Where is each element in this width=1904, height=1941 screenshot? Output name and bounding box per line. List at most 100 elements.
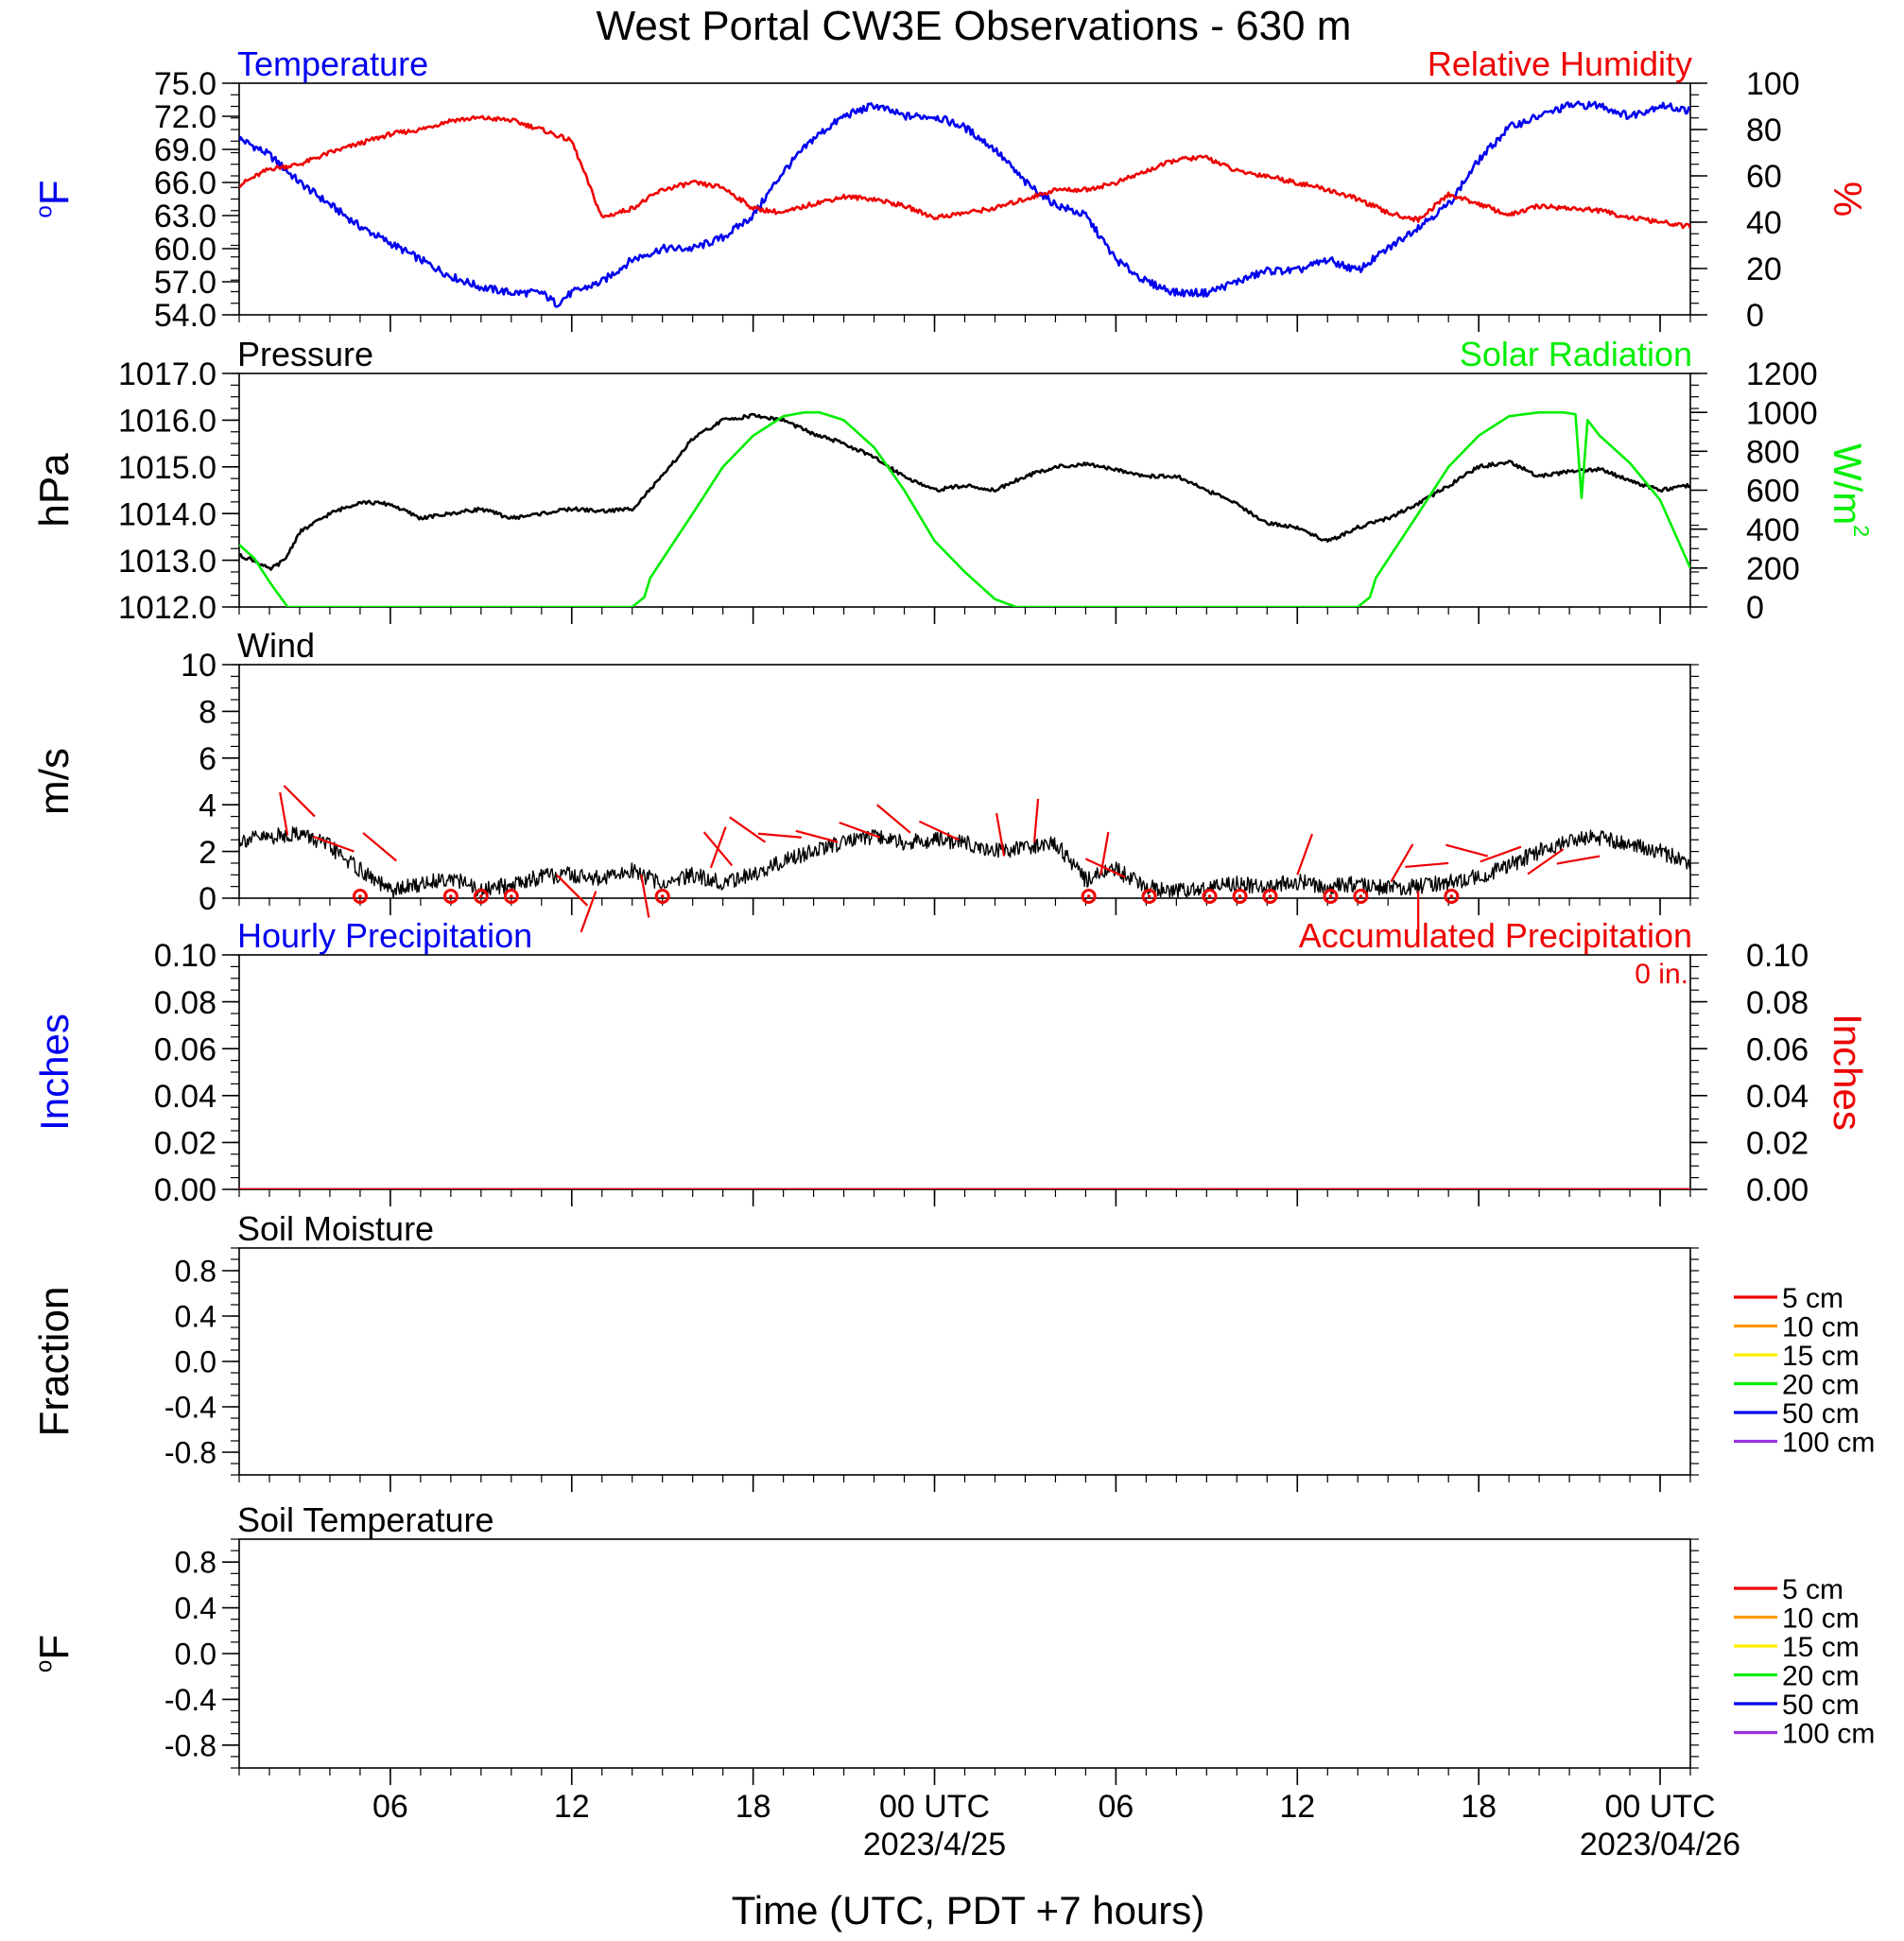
series-temperature: [239, 100, 1690, 308]
calm-wind-marker: [442, 889, 459, 904]
calm-wind-marker: [1353, 889, 1369, 904]
right-tick-label: 0.06: [1746, 1031, 1809, 1067]
right-axis-label-group: %: [1826, 182, 1870, 217]
left-tick-label: 72.0: [154, 99, 216, 135]
legend-entry: 15 cm: [1782, 1341, 1860, 1372]
left-tick-label: 0: [199, 881, 216, 917]
wind-barb: [757, 832, 802, 839]
calm-wind-center: [1207, 894, 1212, 898]
left-tick-label: 4: [199, 788, 216, 823]
left-tick-label: -0.4: [164, 1683, 216, 1717]
wind-barb: [1445, 843, 1489, 858]
right-tick-label: 20: [1746, 251, 1782, 287]
calm-wind-marker: [1232, 889, 1248, 904]
legend-entry: 100 cm: [1782, 1428, 1875, 1459]
left-axis-label-group: m/s: [31, 748, 78, 815]
x-tick-label: 06: [1098, 1789, 1134, 1825]
calm-wind-center: [449, 894, 453, 898]
left-tick-label: 8: [199, 695, 216, 731]
calm-wind-marker: [654, 889, 670, 904]
wind-barb: [640, 875, 650, 918]
wind-barb: [702, 831, 734, 867]
left-tick-label: 0.4: [175, 1300, 216, 1334]
calm-wind-center: [1238, 894, 1242, 898]
x-tick-date: 2023/04/26: [1580, 1827, 1740, 1863]
calm-wind-center: [1449, 894, 1454, 898]
left-tick-label: 1013.0: [118, 544, 216, 580]
x-tick-label: 12: [554, 1789, 590, 1825]
right-tick-label: 800: [1746, 435, 1800, 471]
panel-title-left: Pressure: [237, 335, 373, 373]
x-tick-label: 18: [736, 1789, 771, 1825]
x-tick-label: 12: [1279, 1789, 1315, 1825]
wind-barb: [729, 816, 767, 843]
left-tick-label: 1017.0: [118, 356, 216, 392]
right-tick-label: 60: [1746, 159, 1782, 195]
panel-title-left: Hourly Precipitation: [237, 916, 532, 955]
calm-wind-center: [1328, 894, 1333, 898]
panel-precip: 0.10 0.08 0.06 0.04 0.02 0.00 0.10 0.08 0.06 0.04…: [32, 916, 1870, 1208]
left-axis-label: hPa: [31, 453, 78, 528]
plot-area: [239, 100, 1690, 308]
right-tick-label: 40: [1746, 205, 1782, 241]
calm-wind-center: [1359, 894, 1363, 898]
wind-barb: [580, 891, 597, 933]
wind-barb: [1032, 798, 1040, 842]
wind-barb: [995, 813, 1006, 857]
left-axis-label: Inches: [32, 1014, 77, 1131]
right-tick-label: 0: [1746, 590, 1764, 626]
legend-entry: 20 cm: [1782, 1661, 1860, 1692]
legend-entry: 5 cm: [1782, 1283, 1843, 1314]
left-tick-label: 0.4: [175, 1591, 216, 1625]
panel-title-left: Temperature: [237, 44, 428, 83]
left-tick-label: 66.0: [154, 165, 216, 201]
calm-wind-center: [479, 894, 483, 898]
right-tick-label: 0: [1746, 298, 1764, 334]
left-axis-label-group: oF: [31, 1635, 78, 1672]
wind-barb: [1527, 848, 1565, 875]
left-tick-label: -0.8: [164, 1728, 216, 1762]
legend-entry: 15 cm: [1782, 1632, 1860, 1663]
left-tick-label: 69.0: [154, 132, 216, 168]
wind-barb: [556, 874, 589, 907]
panel-title-left: Soil Temperature: [237, 1500, 493, 1539]
right-tick-label: 100: [1746, 66, 1800, 102]
calm-wind-center: [1147, 894, 1151, 898]
wind-barb: [1405, 861, 1449, 869]
x-tick-label: 06: [372, 1789, 408, 1825]
panels: 75.072.069.066.063.060.057.054.010080604…: [31, 44, 1875, 1863]
left-tick-label: 0.10: [154, 938, 216, 974]
left-axis-label: Fraction: [31, 1287, 78, 1437]
wind-barb: [1556, 855, 1601, 865]
left-axis-label: m/s: [31, 748, 78, 815]
right-tick-label: 0.10: [1746, 938, 1809, 974]
left-tick-label: 10: [181, 648, 216, 684]
wind-barb: [875, 804, 911, 834]
wind-barb: [1480, 845, 1522, 863]
left-tick-label: 0.0: [175, 1638, 216, 1672]
panel-title-left: Wind: [237, 626, 315, 665]
series-pressure: [239, 412, 1690, 571]
left-tick-label: 63.0: [154, 199, 216, 234]
panel-title-right: Accumulated Precipitation: [1299, 916, 1692, 955]
plot-area: [239, 826, 1690, 898]
wind-barb: [795, 829, 839, 843]
precip-total-annotation: 0 in.: [1635, 959, 1688, 990]
calm-wind-center: [1268, 894, 1272, 898]
panel-soil_moist: 0.8 0.4 0.0 -0.4 -0.8 Soil Moisture Fraction 5 …: [31, 1209, 1875, 1492]
wind-barb: [1099, 831, 1110, 875]
left-tick-label: 0.8: [175, 1255, 216, 1289]
calm-wind-marker: [1444, 889, 1460, 904]
left-tick-label: 0.0: [175, 1345, 216, 1379]
left-tick-label: 1016.0: [118, 404, 216, 440]
right-tick-label: 0.08: [1746, 985, 1809, 1021]
right-tick-label: 1000: [1746, 395, 1818, 431]
panel-temp_rh: 75.072.069.066.063.060.057.054.0 100 80 60 4…: [31, 44, 1870, 334]
left-tick-label: -0.8: [164, 1436, 216, 1470]
wind-barb: [283, 785, 316, 818]
left-tick-label: 0.04: [154, 1079, 216, 1115]
x-tick-label: 00 UTC: [879, 1789, 990, 1825]
